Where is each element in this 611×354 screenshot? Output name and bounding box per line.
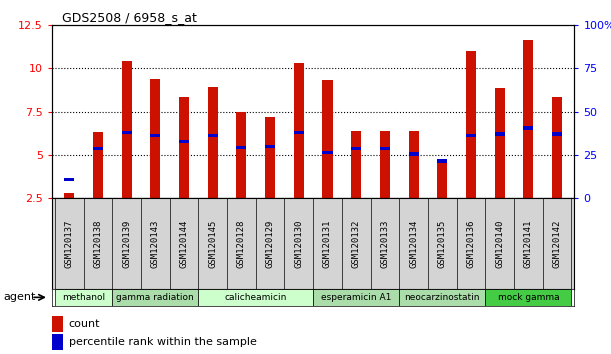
Bar (437, 159, 447, 162)
Text: esperamicin A1: esperamicin A1 (321, 293, 392, 302)
Bar (323, 80, 332, 198)
Bar (199, 289, 313, 306)
Text: percentile rank within the sample: percentile rank within the sample (68, 337, 257, 347)
Bar (323, 151, 332, 154)
Bar (552, 132, 562, 136)
Bar (466, 134, 476, 137)
Text: GSM120132: GSM120132 (352, 219, 360, 268)
Text: GSM120133: GSM120133 (381, 219, 389, 268)
Bar (265, 145, 275, 148)
Bar (236, 146, 246, 149)
Bar (179, 97, 189, 198)
Text: GSM120140: GSM120140 (495, 219, 504, 268)
Text: GSM120141: GSM120141 (524, 219, 533, 268)
Bar (122, 61, 131, 198)
Bar (52, 334, 64, 350)
Text: neocarzinostatin: neocarzinostatin (404, 293, 480, 302)
Text: GSM120134: GSM120134 (409, 219, 418, 268)
Text: GSM120139: GSM120139 (122, 219, 131, 268)
Bar (466, 51, 476, 198)
Text: GSM120129: GSM120129 (266, 219, 274, 268)
Bar (524, 126, 533, 130)
Bar (552, 97, 562, 198)
Bar (380, 147, 390, 150)
Bar (112, 289, 199, 306)
Bar (495, 132, 505, 136)
Bar (208, 134, 218, 137)
Bar (399, 289, 485, 306)
Text: calicheamicin: calicheamicin (225, 293, 287, 302)
Bar (150, 134, 160, 137)
Bar (524, 40, 533, 198)
Bar (55, 289, 112, 306)
Text: GSM120143: GSM120143 (151, 219, 159, 268)
Bar (208, 87, 218, 198)
Bar (93, 132, 103, 198)
Text: mock gamma: mock gamma (497, 293, 559, 302)
Text: GSM120135: GSM120135 (438, 219, 447, 268)
Text: GSM120131: GSM120131 (323, 219, 332, 268)
Bar (351, 131, 361, 198)
Bar (64, 178, 74, 181)
Text: GDS2508 / 6958_s_at: GDS2508 / 6958_s_at (62, 11, 197, 24)
Bar (179, 140, 189, 143)
Bar (313, 289, 399, 306)
Bar (351, 147, 361, 150)
Text: GSM120130: GSM120130 (295, 219, 303, 268)
Bar (265, 117, 275, 198)
Bar (294, 131, 304, 134)
Bar (409, 131, 419, 198)
Bar (495, 88, 505, 198)
Bar (150, 79, 160, 198)
Bar (485, 289, 571, 306)
Text: GSM120136: GSM120136 (467, 219, 475, 268)
Text: agent: agent (3, 292, 35, 302)
Text: GSM120142: GSM120142 (552, 219, 562, 268)
Bar (437, 161, 447, 198)
Text: GSM120145: GSM120145 (208, 219, 217, 268)
Bar (122, 131, 131, 134)
Text: methanol: methanol (62, 293, 105, 302)
Text: gamma radiation: gamma radiation (116, 293, 194, 302)
Text: count: count (68, 319, 100, 329)
Bar (64, 193, 74, 198)
Bar (93, 147, 103, 150)
Text: GSM120128: GSM120128 (237, 219, 246, 268)
Text: GSM120138: GSM120138 (93, 219, 103, 268)
Bar (236, 112, 246, 198)
Text: GSM120137: GSM120137 (65, 219, 74, 268)
Text: GSM120144: GSM120144 (180, 219, 188, 268)
Bar (380, 131, 390, 198)
Bar (52, 316, 64, 332)
Bar (409, 153, 419, 155)
Bar (294, 63, 304, 198)
